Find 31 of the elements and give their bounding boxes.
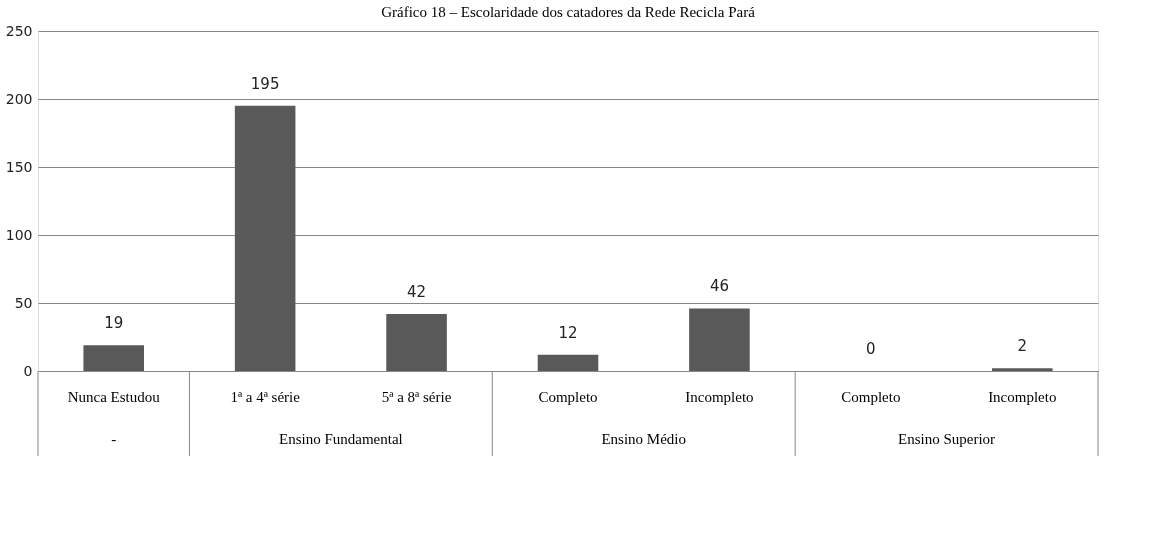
data-label: 195 [250, 74, 280, 93]
chart-title: Gráfico 18 – Escolaridade dos catadores da Rede Recicla Pará [381, 4, 756, 20]
text: Ensino Superior [898, 431, 996, 447]
data-label: 12 [558, 323, 578, 342]
bar [992, 368, 1053, 371]
x-tick-label: Incompleto [988, 388, 1057, 405]
text: - [111, 431, 117, 447]
bar [689, 308, 750, 371]
text: Ensino Fundamental [278, 431, 403, 447]
bar [234, 105, 296, 371]
y-tick-label: 100 [5, 226, 33, 243]
bar [386, 313, 447, 371]
y-tick-label: 150 [5, 158, 33, 175]
y-tick-label: 0 [23, 362, 33, 379]
data-label: 42 [407, 282, 427, 301]
y-tick-label: 250 [5, 22, 33, 39]
x-tick-label: Incompleto [685, 388, 754, 405]
data-label: 0 [866, 340, 876, 358]
bar [83, 345, 144, 371]
y-tick-label: 200 [5, 90, 33, 107]
x-tick-label: Nunca Estudou [67, 388, 161, 405]
data-label: 19 [104, 314, 124, 333]
y-tick-label: 50 [14, 294, 33, 311]
data-label: 46 [709, 277, 729, 296]
data-label: 2 [1017, 337, 1028, 356]
text: Ensino Médio [601, 431, 687, 447]
x-tick-label: 1ª a 4ª série [230, 388, 301, 405]
x-tick-label: 5ª a 8ª série [381, 388, 452, 405]
x-tick-label: Completo [841, 388, 901, 405]
bar [537, 354, 599, 371]
x-tick-label: Completo [538, 388, 598, 405]
